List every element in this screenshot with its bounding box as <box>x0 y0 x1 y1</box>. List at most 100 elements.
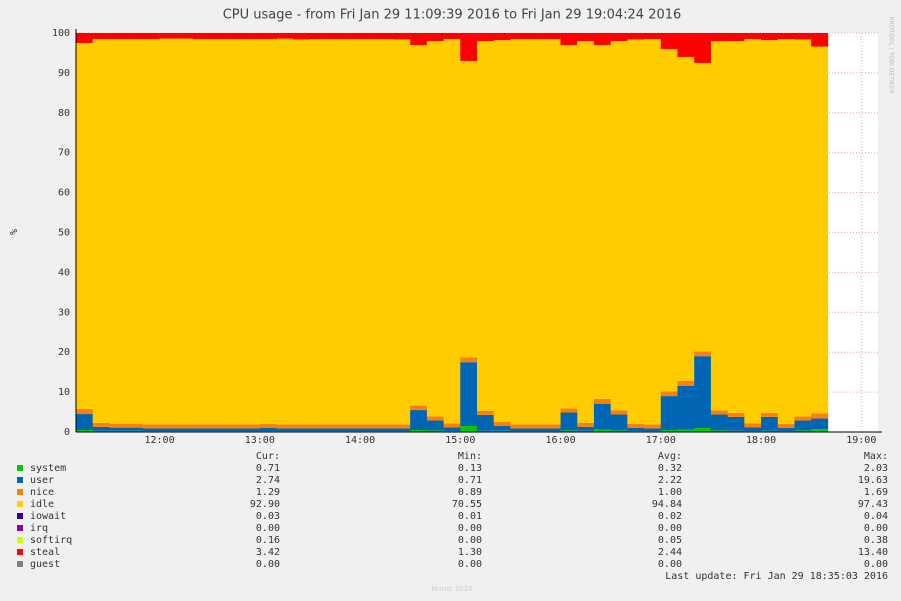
area-segment <box>176 38 194 425</box>
footer: Munin 2020 <box>431 585 472 593</box>
area-segment <box>510 428 528 432</box>
area-segment <box>577 422 595 427</box>
area-segment <box>259 38 277 425</box>
stat-value: 1.30 <box>458 547 482 558</box>
area-segment <box>560 430 578 432</box>
area-segment <box>543 424 561 429</box>
area-segment <box>109 38 127 424</box>
stat-value: 0.71 <box>256 463 280 474</box>
area-segment <box>744 33 762 39</box>
y-axis-label: % <box>9 229 20 235</box>
legend-label: idle <box>30 499 54 510</box>
x-tick-label: 17:00 <box>646 435 676 446</box>
area-segment <box>677 385 695 430</box>
area-segment <box>410 410 428 431</box>
legend-label: guest <box>30 559 60 570</box>
area-segment <box>259 424 277 429</box>
stat-value: 2.44 <box>658 547 682 558</box>
side-label: RRDTOOL / TOBI OETIKER <box>888 16 895 93</box>
area-segment <box>510 424 528 429</box>
area-segment <box>593 33 611 45</box>
area-segment <box>176 428 194 432</box>
area-segment <box>226 428 244 432</box>
area-segment <box>710 414 728 431</box>
legend-swatch <box>17 465 23 471</box>
area-segment <box>460 357 478 363</box>
area-segment <box>309 33 327 39</box>
area-segment <box>293 424 311 429</box>
area-segment <box>360 33 378 39</box>
area-segment <box>477 410 495 415</box>
area-segment <box>677 33 695 57</box>
area-segment <box>677 56 695 381</box>
stat-value: 0.89 <box>458 487 482 498</box>
area-segment <box>527 424 545 429</box>
area-segment <box>593 398 611 404</box>
area-segment <box>309 428 327 432</box>
area-segment <box>560 408 578 413</box>
area-segment <box>493 430 511 432</box>
area-segment <box>811 429 829 432</box>
area-segment <box>710 410 728 415</box>
legend: Cur: Min: Avg: Max:system 0.71 0.13 0.32 2.03us… <box>17 451 888 570</box>
area-segment <box>343 424 361 429</box>
legend-swatch <box>17 537 23 543</box>
area-segment <box>727 416 745 431</box>
area-segment <box>142 33 160 39</box>
area-segment <box>92 430 110 432</box>
area-segment <box>777 428 795 432</box>
legend-swatch <box>17 549 23 555</box>
area-segment <box>393 428 411 432</box>
area-segment <box>360 428 378 432</box>
stat-value: 92.90 <box>250 499 280 510</box>
y-tick-label: 90 <box>58 68 70 79</box>
area-segment <box>159 33 177 39</box>
legend-swatch <box>17 501 23 507</box>
area-segment <box>727 33 745 41</box>
area-segment <box>794 430 812 432</box>
y-tick-label: 30 <box>58 307 70 318</box>
area-segment <box>543 38 561 425</box>
area-segment <box>560 412 578 431</box>
area-segment <box>360 38 378 425</box>
axes: 0 10 20 30 40 50 60 70 80 90 100 12:00 13:00 14:00 15:… <box>52 28 882 446</box>
area-segment <box>811 46 829 414</box>
area-segment <box>677 429 695 432</box>
stat-header: Avg: <box>658 451 682 462</box>
area-segment <box>393 33 411 40</box>
area-segment <box>243 33 261 39</box>
area-segment <box>543 33 561 39</box>
area-segment <box>226 38 244 425</box>
area-segment <box>326 424 344 429</box>
area-segment <box>426 430 444 432</box>
area-segment <box>293 428 311 432</box>
area-segment <box>376 424 394 429</box>
y-tick-label: 50 <box>58 228 70 239</box>
area-segment <box>76 408 94 415</box>
area-segment <box>376 428 394 432</box>
legend-label: user <box>30 475 54 486</box>
stat-value: 0.00 <box>458 535 482 546</box>
area-segment <box>226 424 244 429</box>
stat-value: 0.71 <box>458 475 482 486</box>
x-tick-label: 16:00 <box>545 435 575 446</box>
area-segment <box>259 33 277 39</box>
area-segment <box>159 38 177 425</box>
legend-swatch <box>17 513 23 519</box>
area-segment <box>376 38 394 425</box>
stat-value: 0.00 <box>864 523 888 534</box>
area-segment <box>811 418 829 430</box>
area-segment <box>360 424 378 429</box>
stat-value: 0.00 <box>458 523 482 534</box>
area-segment <box>243 424 261 429</box>
area-segment <box>410 430 428 432</box>
area-segment <box>493 422 511 427</box>
area-segment <box>644 428 662 432</box>
legend-swatch <box>17 525 23 531</box>
stat-value: 0.16 <box>256 535 280 546</box>
area-segment <box>727 40 745 413</box>
area-segment <box>510 33 528 39</box>
area-segment <box>794 39 812 417</box>
area-segment <box>126 430 144 432</box>
